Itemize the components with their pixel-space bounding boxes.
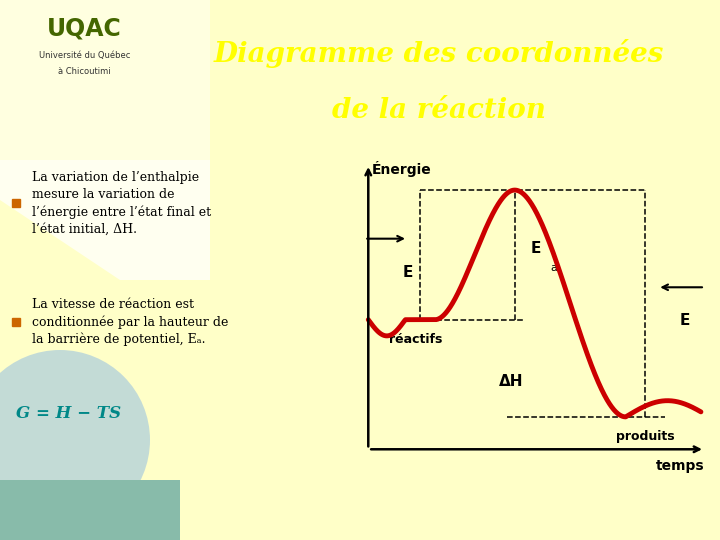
Text: G = H − TS: G = H − TS — [17, 404, 122, 422]
Polygon shape — [0, 160, 210, 280]
Text: La variation de l’enthalpie
mesure la variation de
l’énergie entre l’état final : La variation de l’enthalpie mesure la va… — [32, 171, 211, 236]
Text: de la réaction: de la réaction — [332, 97, 546, 124]
FancyBboxPatch shape — [0, 480, 180, 540]
Text: La vitesse de réaction est
conditionnée par la hauteur de
la barrière de potenti: La vitesse de réaction est conditionnée … — [32, 298, 228, 347]
Text: E: E — [680, 313, 690, 328]
Text: ΔH: ΔH — [498, 374, 523, 389]
Text: UQAC: UQAC — [48, 16, 122, 40]
Text: temps: temps — [656, 459, 705, 473]
Text: produits: produits — [616, 430, 675, 443]
Text: Énergie: Énergie — [372, 161, 432, 177]
Text: Diagramme des coordonnées: Diagramme des coordonnées — [214, 39, 665, 68]
Text: E: E — [402, 265, 413, 280]
Text: Université du Québec: Université du Québec — [39, 51, 130, 60]
Text: réactifs: réactifs — [389, 333, 443, 346]
Text: E: E — [531, 241, 541, 256]
Text: à Chicoutimi: à Chicoutimi — [58, 68, 111, 76]
Circle shape — [0, 350, 150, 530]
Text: a: a — [550, 263, 557, 273]
Bar — [0, 0, 210, 160]
